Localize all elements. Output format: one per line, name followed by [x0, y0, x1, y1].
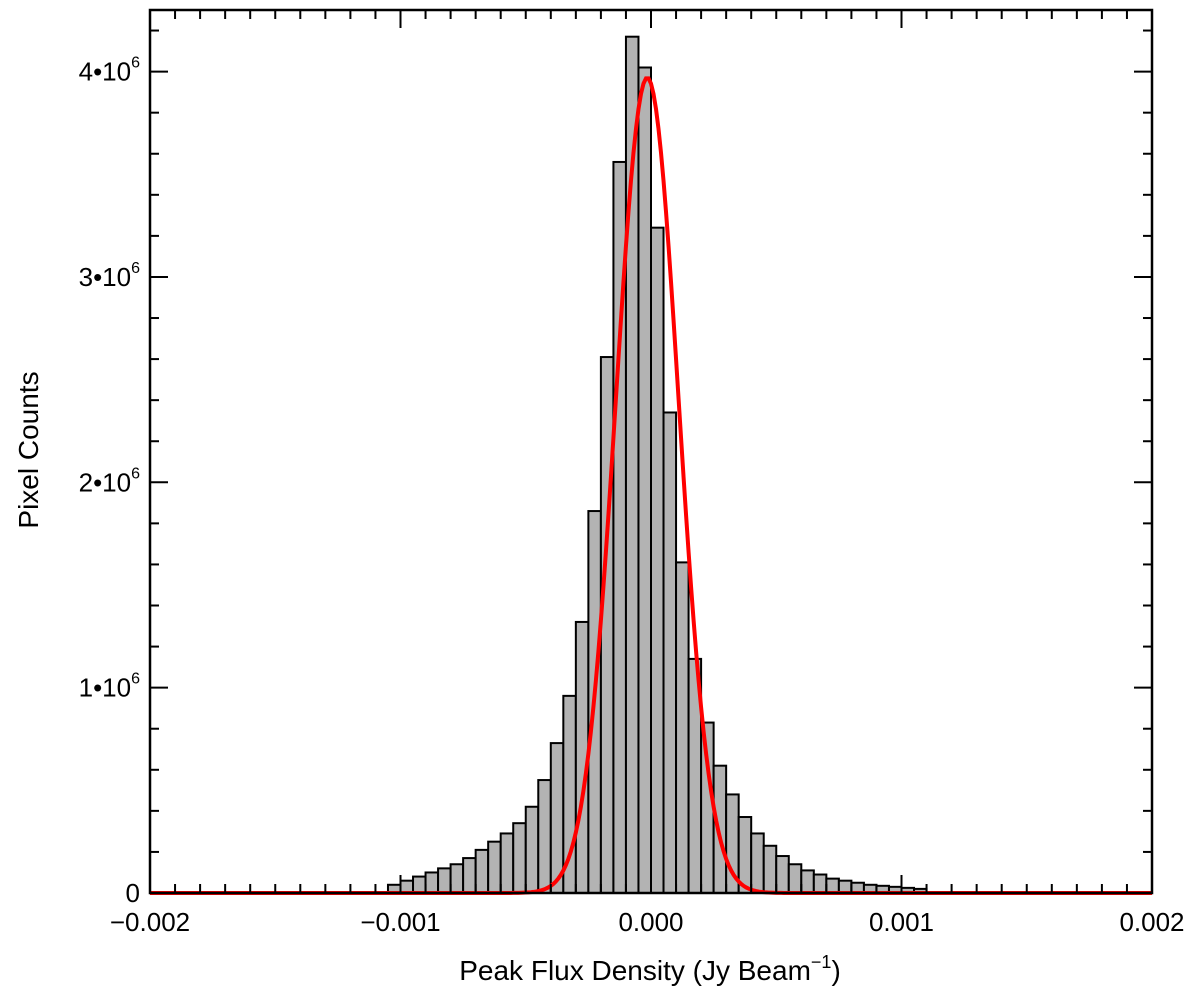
histogram-bar	[537, 779, 552, 895]
histogram-bar	[775, 855, 790, 895]
y-tick-label: 3•106	[79, 260, 140, 292]
histogram-bar	[462, 857, 477, 894]
histogram-bar	[499, 832, 515, 895]
y-tick-label: 0	[126, 878, 140, 908]
x-tick-label: 0.000	[618, 907, 683, 937]
histogram-bar	[424, 871, 440, 894]
histogram-bar	[662, 411, 678, 894]
histogram-bar	[750, 832, 765, 895]
axis-ticks	[149, 10, 1153, 894]
histogram-bar	[825, 877, 840, 895]
y-tick-label: 1•106	[79, 671, 140, 703]
histogram-bar	[787, 863, 803, 894]
x-tick-label: −0.002	[110, 907, 190, 937]
x-tick-label: −0.001	[360, 907, 440, 937]
x-tick-labels: −0.002 −0.001 0.000 0.001 0.002	[110, 907, 1185, 937]
histogram-bar	[800, 869, 815, 894]
histogram-bar	[637, 66, 652, 894]
histogram-bar	[650, 226, 665, 895]
histogram-bar	[474, 848, 490, 895]
histogram-bar	[812, 873, 828, 895]
histogram-bar	[437, 867, 452, 895]
histogram-bar	[675, 561, 690, 894]
y-axis-title: Pixel Counts	[13, 371, 44, 528]
histogram-bar	[449, 863, 465, 894]
x-tick-label: 0.002	[1119, 907, 1184, 937]
histogram-bar	[524, 805, 540, 894]
x-tick-label: 0.001	[869, 907, 934, 937]
histogram-bar	[762, 844, 778, 895]
x-axis-title: Peak Flux Density (Jy Beam−1)	[459, 952, 841, 986]
histogram-bar	[487, 840, 502, 894]
y-tick-label: 4•106	[79, 55, 140, 87]
histogram-bars	[386, 35, 928, 895]
histogram-bar	[412, 875, 427, 894]
y-tick-labels: 0 1•106 2•106 3•106 4•106	[79, 55, 140, 908]
y-tick-label: 2•106	[79, 465, 140, 497]
histogram-bar	[512, 822, 527, 894]
